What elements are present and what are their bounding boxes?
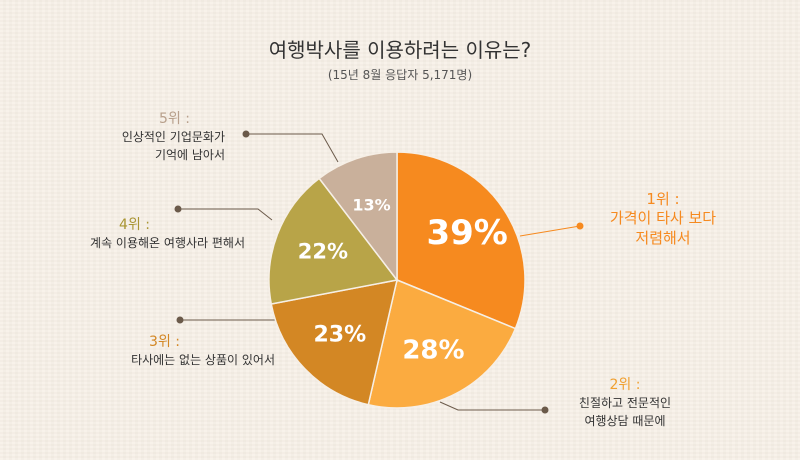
rank-3-desc-line1: 타사에는 없는 상품이 있어서	[131, 353, 275, 367]
rank-1-desc-line2: 저렴해서	[635, 229, 691, 247]
rank-4-title: 4위 :	[119, 217, 150, 233]
label-rank-5: 5위 : 인상적인 기업문화가 기억에 남아서	[75, 110, 225, 164]
leader-dot-3	[176, 316, 184, 324]
leader-dot-5	[242, 130, 250, 138]
rank-5-desc-line1: 인상적인 기업문화가	[121, 130, 225, 144]
pie-slice-3	[270, 279, 398, 406]
rank-5-title: 5위 :	[159, 111, 190, 127]
label-rank-1: 1위 : 가격이 타사 보다 저렴해서	[598, 190, 728, 248]
slice-value-label-1: 39%	[426, 213, 507, 253]
pie-slice-4	[268, 177, 399, 305]
leader-line-4	[178, 208, 273, 221]
rank-5-desc-line2: 기억에 남아서	[154, 148, 225, 162]
leader-line-5	[246, 133, 339, 163]
rank-1-desc-line1: 가격이 타사 보다	[609, 209, 717, 227]
rank-2-desc-line1: 친절하고 전문적인	[578, 396, 672, 410]
slice-value-label-5: 13%	[352, 195, 390, 214]
chart-title: 여행박사를 이용하려는 이유는?	[268, 38, 532, 62]
rank-2-title: 2위 :	[609, 377, 641, 393]
slice-value-label-2: 28%	[402, 335, 464, 365]
slice-value-label-4: 22%	[298, 240, 348, 264]
leader-dot-2	[541, 406, 549, 414]
leader-line-2	[439, 401, 545, 411]
chart-subtitle: (15년 8월 응답자 5,171명)	[327, 68, 473, 82]
leader-line-1	[519, 225, 581, 237]
rank-2-desc-line2: 여행상담 때문에	[584, 414, 666, 428]
rank-3-title: 3위 :	[149, 334, 180, 350]
label-rank-2: 2위 : 친절하고 전문적인 여행상담 때문에	[560, 376, 690, 430]
label-rank-3: 3위 : 타사에는 없는 상품이 있어서	[80, 333, 275, 369]
label-rank-4: 4위 : 계속 이용해온 여행사라 편해서	[40, 216, 245, 252]
rank-1-title: 1위 :	[646, 190, 680, 208]
pie-slice-1	[396, 151, 526, 330]
leader-dot-1	[576, 222, 584, 230]
pie-slice-2	[367, 278, 517, 409]
leader-dot-4	[174, 205, 182, 213]
rank-4-desc-line1: 계속 이용해온 여행사라 편해서	[90, 236, 245, 250]
pie-slice-5	[318, 151, 398, 283]
slice-value-label-3: 23%	[314, 323, 367, 348]
